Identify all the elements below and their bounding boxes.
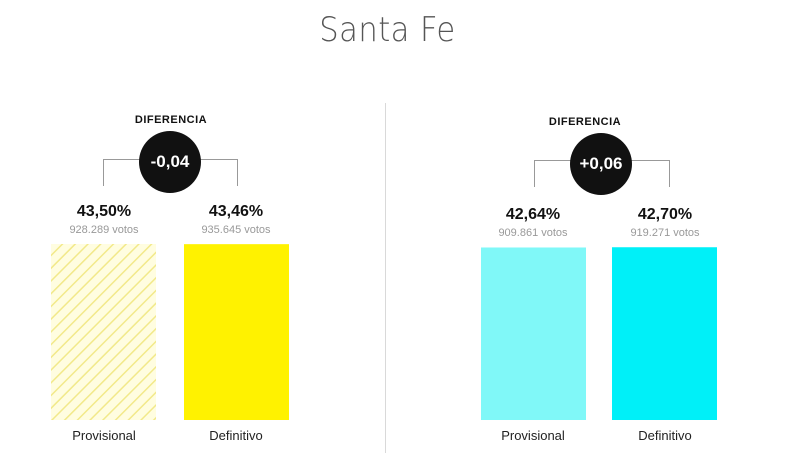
bar-provisional bbox=[481, 247, 586, 420]
bar-definitivo bbox=[184, 244, 289, 420]
bar-value-label: 43,46% bbox=[208, 203, 264, 220]
difference-badge: +0,06 bbox=[570, 133, 632, 195]
bar-chart-left bbox=[51, 244, 289, 420]
difference-badge: -0,04 bbox=[139, 131, 201, 193]
bar-definitivo bbox=[612, 247, 717, 420]
bar-provisional bbox=[51, 244, 156, 420]
bar-category-label: Provisional bbox=[72, 428, 136, 443]
difference-label: DIFERENCIA bbox=[134, 114, 208, 126]
bar-votes-label: 909.861 votos bbox=[498, 227, 568, 239]
bar-votes-label: 928.289 votos bbox=[69, 224, 139, 236]
bar-value-label: 43,50% bbox=[76, 203, 132, 220]
bar-value-label: 42,64% bbox=[505, 206, 561, 223]
bar-votes-label: 919.271 votos bbox=[630, 227, 700, 239]
chart-panel-left: DIFERENCIA -0,04 43,50% 928.289 votos 43… bbox=[0, 0, 385, 463]
bar-category-label: Definitivo bbox=[209, 428, 263, 443]
difference-label: DIFERENCIA bbox=[548, 116, 622, 128]
bar-value-label: 42,70% bbox=[637, 206, 693, 223]
page-title: Santa Fe bbox=[319, 10, 456, 50]
bar-category-label: Definitivo bbox=[638, 428, 692, 443]
bar-votes-label: 935.645 votos bbox=[201, 224, 271, 236]
bar-chart-right bbox=[481, 247, 717, 420]
bar-category-label: Provisional bbox=[501, 428, 565, 443]
panel-divider bbox=[385, 103, 386, 453]
chart-panel-right: DIFERENCIA +0,06 42,64% 909.861 votos 42… bbox=[386, 0, 800, 463]
